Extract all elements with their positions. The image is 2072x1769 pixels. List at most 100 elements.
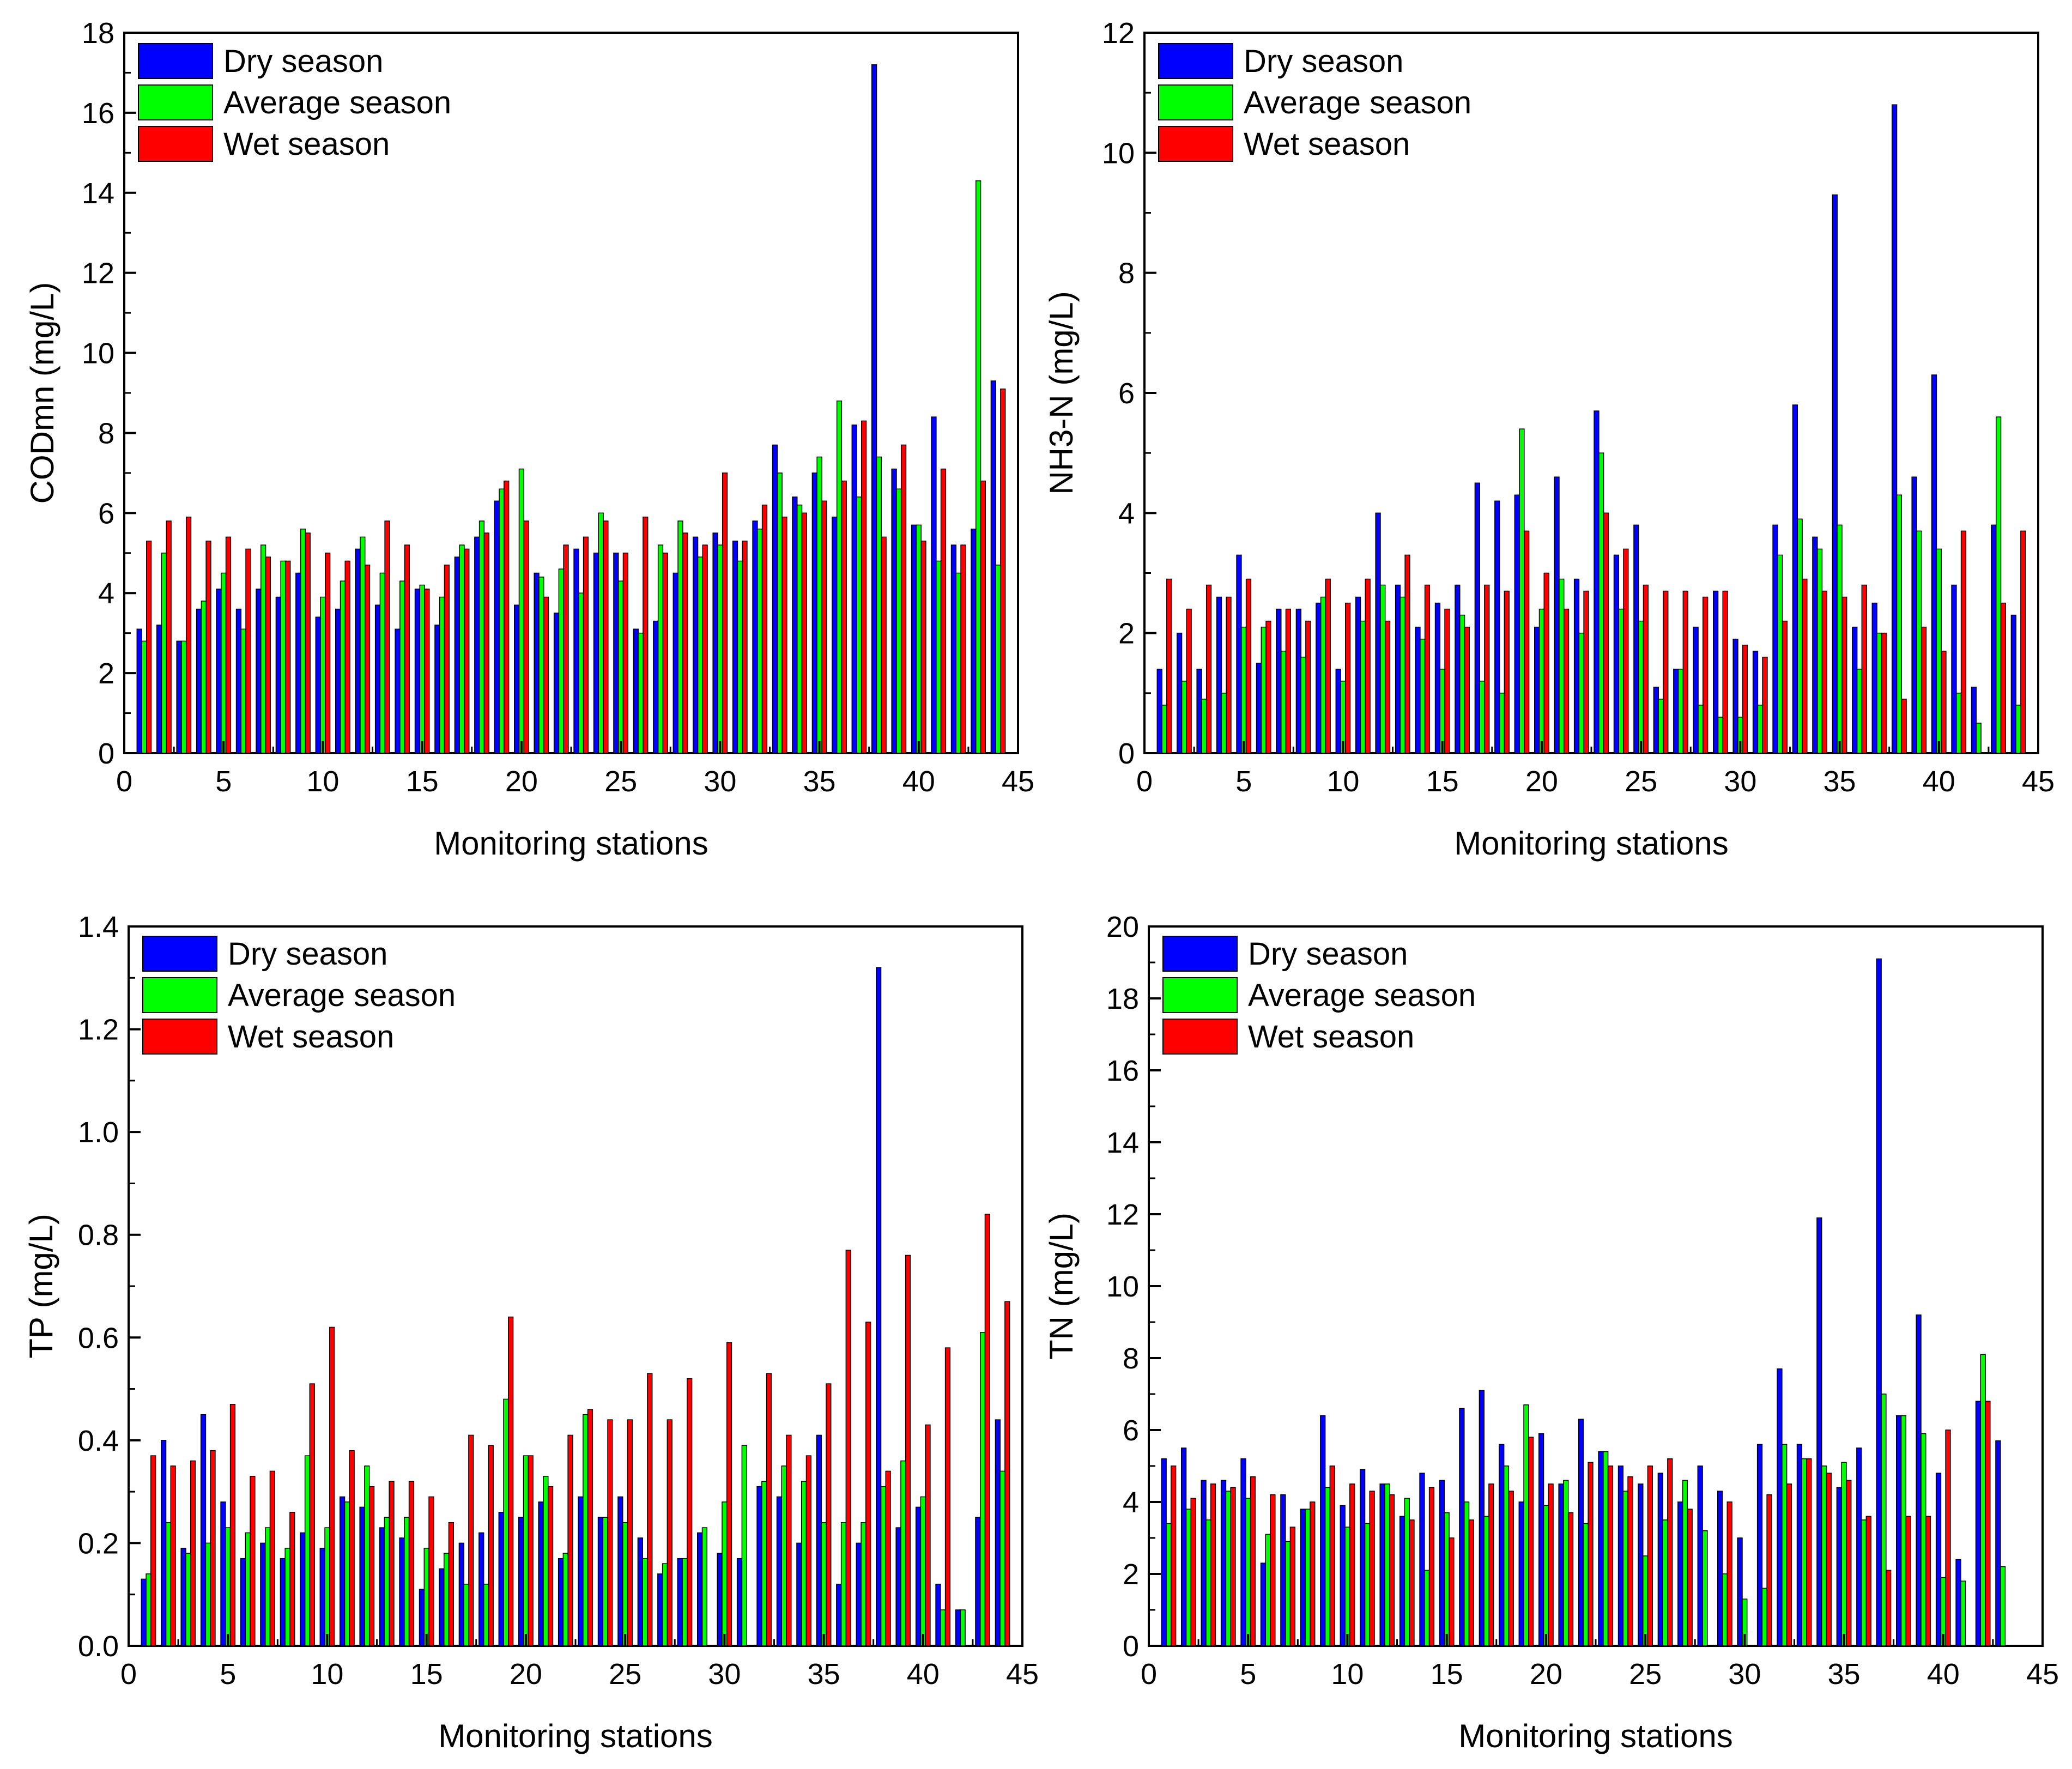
- bar-wet-station-43: [980, 480, 986, 754]
- bar-dry-station-3: [176, 640, 182, 754]
- bar-wet-station-38: [1905, 1516, 1911, 1646]
- bar-average-station-35: [1841, 1462, 1847, 1646]
- bar-wet-station-39: [1925, 1516, 1931, 1646]
- bar-wet-station-33: [781, 516, 787, 754]
- bar-average-station-31: [737, 560, 743, 754]
- bar-wet-station-15: [424, 589, 430, 754]
- bar-average-station-28: [677, 520, 683, 754]
- y-tick-label: 0.4: [78, 1425, 119, 1457]
- bar-wet-station-2: [170, 1465, 176, 1646]
- y-tick-label: 0: [1123, 1630, 1139, 1663]
- bar-dry-station-27: [1673, 669, 1679, 754]
- bars-group: [1156, 104, 2026, 754]
- bar-dry-station-25: [1638, 1483, 1644, 1646]
- y-axis-title: TP (mg/L): [23, 1214, 59, 1359]
- bar-wet-station-42: [960, 544, 966, 754]
- bar-wet-station-37: [1886, 1570, 1892, 1646]
- bar-dry-station-17: [454, 556, 460, 754]
- bar-wet-station-36: [841, 480, 847, 754]
- bar-wet-station-13: [389, 1481, 395, 1646]
- bar-average-station-24: [1622, 1491, 1628, 1646]
- x-tick-label: 0: [116, 765, 132, 798]
- x-tick-label: 35: [1828, 1658, 1861, 1691]
- bar-dry-station-23: [578, 1496, 584, 1646]
- bar-dry-station-38: [871, 64, 877, 754]
- bar-dry-station-8: [1300, 1509, 1306, 1646]
- bar-average-station-42: [1976, 723, 1982, 754]
- bar-wet-station-30: [726, 1342, 732, 1646]
- bar-average-station-39: [896, 488, 902, 754]
- bar-wet-station-1: [1171, 1465, 1177, 1646]
- bar-average-station-21: [1563, 1480, 1569, 1646]
- bar-wet-station-19: [504, 480, 510, 754]
- bar-wet-station-19: [1528, 1437, 1534, 1646]
- bar-dry-station-12: [355, 548, 361, 754]
- legend: Dry season Average season Wet season: [142, 936, 456, 1055]
- bar-wet-station-12: [364, 565, 371, 754]
- bar-dry-station-8: [280, 1558, 286, 1646]
- bar-dry-station-33: [776, 1496, 783, 1646]
- bar-average-station-21: [538, 577, 544, 754]
- ticks-group: 0 5 10 15 20 25 30 35 40 45 0 2 4 6 8 10 12 14 16 18: [82, 17, 1034, 798]
- bar-dry-station-1: [141, 1578, 147, 1646]
- x-tick-label: 30: [1724, 765, 1756, 798]
- bar-dry-station-36: [832, 516, 838, 754]
- bar-average-station-10: [324, 1527, 330, 1646]
- bar-average-station-24: [602, 1517, 608, 1646]
- bar-wet-station-6: [1270, 1494, 1276, 1646]
- bar-average-station-5: [1245, 1498, 1251, 1646]
- bar-average-station-7: [264, 1527, 271, 1646]
- bar-wet-station-4: [205, 540, 211, 754]
- bar-average-station-22: [562, 1553, 568, 1646]
- y-axis-title: TN (mg/L): [1043, 1213, 1080, 1360]
- bar-wet-station-14: [404, 544, 410, 754]
- y-tick-label: 0.8: [78, 1219, 119, 1252]
- y-tick-label: 2: [1123, 1558, 1139, 1591]
- bar-dry-station-42: [1975, 1401, 1982, 1646]
- bar-average-station-39: [1920, 1433, 1926, 1646]
- x-tick-label: 30: [708, 1658, 741, 1691]
- bar-dry-station-40: [1931, 374, 1937, 754]
- bar-wet-station-35: [826, 1383, 832, 1646]
- bar-average-station-37: [856, 496, 862, 754]
- bar-average-station-4: [205, 1542, 211, 1646]
- bar-wet-station-11: [344, 560, 350, 754]
- bar-dry-station-2: [1181, 1447, 1187, 1646]
- bar-dry-station-36: [1852, 626, 1858, 754]
- legend: Dry season Average season Wet season: [1162, 936, 1476, 1055]
- bar-wet-station-27: [1682, 590, 1688, 754]
- bar-average-station-27: [657, 544, 664, 754]
- bar-average-station-12: [360, 536, 366, 754]
- bar-wet-station-9: [1325, 578, 1331, 754]
- bar-average-station-26: [1658, 699, 1664, 754]
- bar-wet-station-17: [1488, 1483, 1494, 1646]
- bar-average-station-39: [900, 1460, 906, 1646]
- x-tick-label: 25: [604, 765, 637, 798]
- y-tick-label: 1.0: [78, 1116, 119, 1149]
- x-tick-label: 15: [410, 1658, 443, 1691]
- y-tick-label: 6: [1123, 1414, 1139, 1447]
- bar-wet-station-29: [702, 544, 708, 754]
- bar-wet-station-31: [1766, 1494, 1772, 1646]
- bar-wet-station-2: [166, 520, 172, 754]
- x-tick-label: 10: [1331, 1658, 1364, 1691]
- bar-average-station-41: [1960, 1580, 1966, 1646]
- bar-average-station-26: [1662, 1519, 1668, 1646]
- bar-wet-station-5: [225, 536, 232, 754]
- bar-average-station-33: [1797, 518, 1803, 754]
- bar-average-station-12: [1380, 584, 1386, 754]
- bar-average-station-15: [419, 584, 425, 754]
- bar-dry-station-16: [1459, 1408, 1465, 1646]
- bar-wet-station-21: [1563, 608, 1570, 754]
- bar-average-station-3: [181, 640, 187, 754]
- bar-dry-station-7: [260, 1542, 266, 1646]
- bar-wet-station-34: [801, 512, 807, 754]
- bar-wet-station-19: [508, 1316, 514, 1646]
- bar-average-station-20: [1543, 1505, 1549, 1646]
- bar-dry-station-5: [216, 589, 222, 754]
- bar-wet-station-7: [1285, 608, 1291, 754]
- bar-dry-station-39: [891, 468, 897, 754]
- bars-group: [136, 64, 1006, 754]
- bar-dry-station-20: [514, 604, 520, 754]
- bar-dry-station-27: [1677, 1501, 1683, 1646]
